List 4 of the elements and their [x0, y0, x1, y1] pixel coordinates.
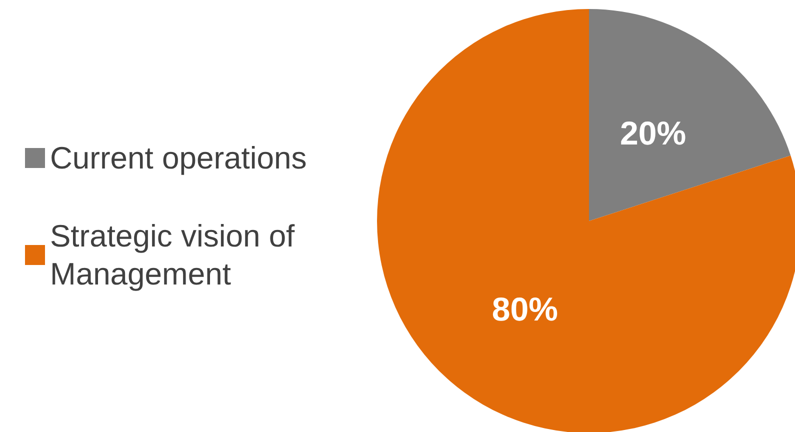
data-label: 80%: [492, 290, 558, 328]
data-label: 20%: [620, 114, 686, 152]
legend-label: Current operations: [50, 140, 307, 176]
legend-label: Strategic vision of Management: [50, 218, 304, 292]
